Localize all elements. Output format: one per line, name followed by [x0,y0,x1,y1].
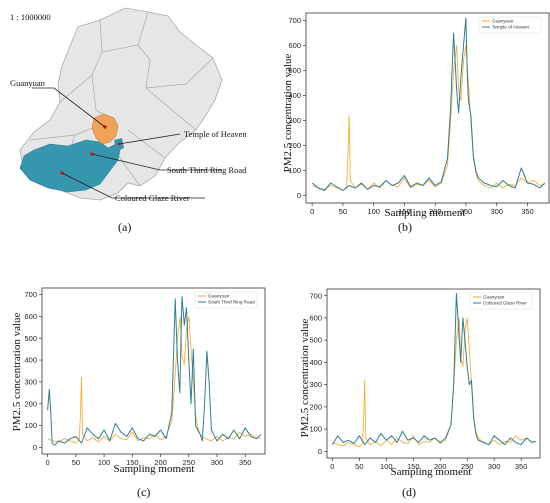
chart-d-xtick-label: 150 [407,462,420,471]
chart-b-ytick-label: 200 [288,141,301,150]
chart-c-ytick-label: 100 [24,421,37,430]
chart-b-ytick-label: 400 [288,91,301,100]
chart-c-xtick-label: 0 [46,458,50,467]
chart-d-ytick-label: 400 [309,358,322,367]
chart-b-xtick-label: 200 [429,207,442,216]
chart-b-ylabel: PM2.5 concentration value [282,53,294,172]
chart-b-legend-box [478,16,542,34]
chart-b-legend-label: Guanyuan [492,19,514,24]
chart-d-legend-box [469,292,533,310]
chart-b-ytick-label: 0 [297,191,301,200]
label-south-third-ring: South Third Ring Road [167,165,247,175]
chart-d-plot-frame [326,288,541,459]
chart-d-xtick-label: 50 [355,462,363,471]
chart-c-legend-box [194,291,258,309]
chart-c-series-station-line [47,296,262,446]
chart-b-xtick-label: 0 [310,207,314,216]
chart-c-plot-frame [41,287,266,455]
chart-b-ytick-label: 500 [288,66,301,75]
map-scale: 1 : 1000000 [10,12,51,22]
chart-d-xtick-label: 100 [380,462,393,471]
chart-d-ytick-label: 600 [309,314,322,323]
chart-d-series-station-line [331,292,537,446]
label-temple-of-heaven: Temple of Heaven [184,129,247,139]
caption-a: (a) [118,220,131,234]
map-leader-lines [32,87,222,199]
chart-b-xtick-label: 300 [490,207,503,216]
chart-b-series-station-line [311,17,546,191]
chart-b-plot-frame [305,12,550,204]
chart-d-xtick-label: 250 [461,462,474,471]
chart-d-legend-label: Guanyuan [483,295,505,300]
chart-b-xlabel: Sampling moment [385,207,466,219]
chart-b-ytick-label: 700 [288,16,301,25]
chart-c-xtick-label: 350 [239,458,252,467]
chart-c-ytick-label: 500 [24,334,37,343]
chart-b-xtick-label: 100 [367,207,380,216]
chart-c-legend-label: Guanyuan [208,294,230,299]
chart-c-ytick-label: 200 [24,399,37,408]
chart-d-ylabel: PM2.5 concentration value [299,318,311,437]
chart-c-ytick-label: 700 [24,290,37,299]
chart-c-ytick-label: 0 [33,443,37,452]
chart-d-ytick-label: 500 [309,336,322,345]
chart-c-xlabel: Sampling moment [114,463,195,475]
chart-b-legend-label: Temple of Heaven [492,25,529,30]
chart-b-xtick-label: 350 [521,207,534,216]
chart-d-series-guanyuan-line [332,317,537,448]
chart-c-xtick-label: 250 [183,458,196,467]
chart-c-xtick-label: 300 [211,458,224,467]
chart-d-xtick-label: 200 [434,462,447,471]
chart-b-xtick-label: 150 [398,207,411,216]
chart-b-xtick-label: 250 [460,207,473,216]
chart-b-ytick-label: 100 [288,166,301,175]
chart-d-ytick-label: 700 [309,291,322,300]
label-glaze-river: Coloured Glaze River [115,193,190,203]
caption-d: (d) [402,485,416,499]
chart-c-xtick-label: 200 [154,458,167,467]
chart-d-ytick-label: 100 [309,425,322,434]
chart-d-ytick-label: 300 [309,380,322,389]
chart-c-ytick-label: 400 [24,356,37,365]
chart-b-xtick-label: 50 [339,207,347,216]
chart-d-xtick-label: 300 [488,462,501,471]
chart-c-legend-label: South Third Ring Road [208,300,255,305]
caption-b: (b) [398,220,412,234]
chart-d-xtick-label: 0 [330,462,334,471]
chart-d-legend-label: Coloured Glaze River [483,301,527,306]
chart-d-xtick-label: 350 [515,462,528,471]
chart-d-ytick-label: 200 [309,402,322,411]
chart-b-ytick-label: 300 [288,116,301,125]
chart-b-series-guanyuan-line [312,45,545,191]
map-guanyuan-region [91,113,119,145]
caption-c: (c) [137,485,150,499]
map-teal-region [19,139,121,193]
chart-c-ylabel: PM2.5 concentration value [11,312,23,431]
chart-c-ytick-label: 600 [24,312,37,321]
chart-c-xtick-label: 100 [98,458,111,467]
chart-c-ytick-label: 300 [24,378,37,387]
chart-d-ytick-label: 0 [318,447,322,456]
chart-d-xlabel: Sampling moment [391,466,472,478]
chart-c-xtick-label: 150 [126,458,139,467]
label-guanyuan: Guanyuan [10,78,46,88]
chart-c-xtick-label: 50 [72,458,80,467]
chart-b-ytick-label: 600 [288,41,301,50]
